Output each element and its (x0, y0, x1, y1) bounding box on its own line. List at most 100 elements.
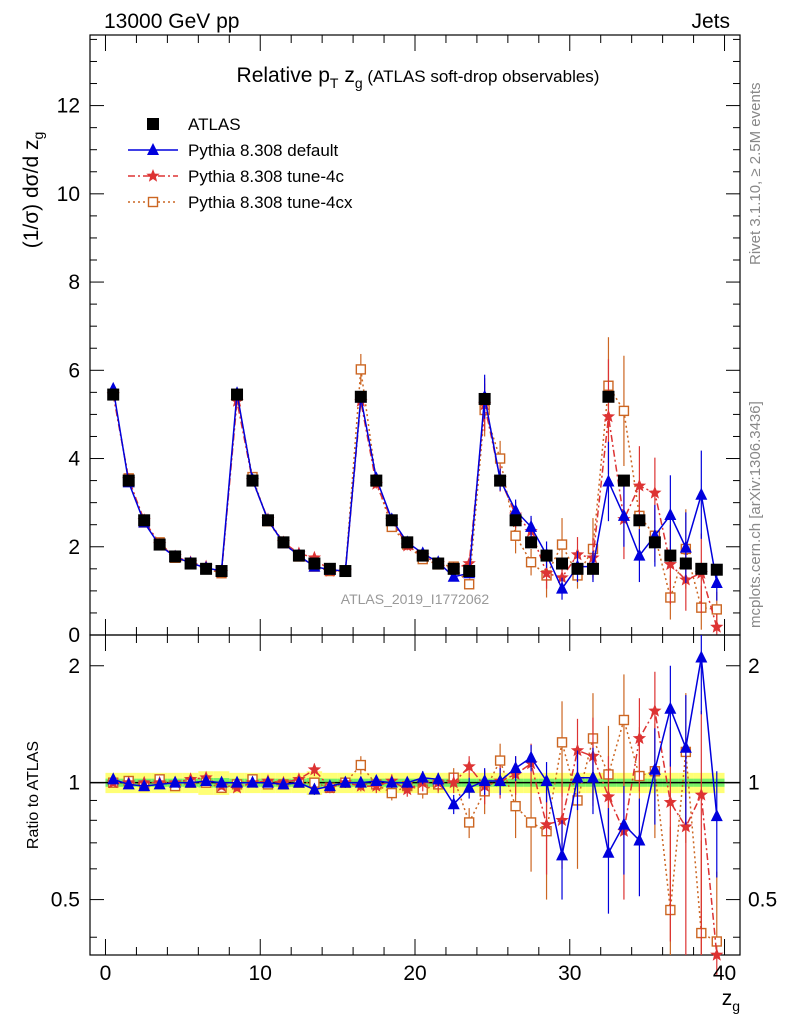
data-point (586, 562, 599, 575)
ratio-point (664, 701, 677, 714)
y-tick-label: 0 (68, 624, 80, 647)
data-point (632, 478, 647, 492)
data-point (107, 388, 120, 401)
ratio-y-tick-label-right: 2 (748, 655, 760, 678)
legend-item-pythia-8-308-default: Pythia 8.308 default (128, 141, 339, 160)
data-point (679, 557, 692, 570)
ratio-point (401, 775, 414, 788)
y-tick-label: 8 (68, 271, 80, 294)
ratio-point (463, 817, 475, 828)
ratio-point (122, 777, 135, 790)
legend-marker (146, 169, 160, 182)
ratio-point (494, 755, 506, 766)
header-left: 13000 GeV pp (104, 10, 239, 33)
data-point (122, 474, 135, 487)
rivet-label: Rivet 3.1.10, ≥ 2.5M events (747, 83, 764, 266)
data-point (679, 540, 692, 553)
data-point (494, 474, 507, 487)
ratio-point (400, 782, 414, 796)
main-y-axis-label: (1/σ) dσ/d zg (20, 132, 46, 249)
ratio-y-tick-label-right: 0.5 (748, 889, 777, 912)
ratio-line (112, 657, 718, 856)
data-point (355, 364, 367, 375)
series-line (112, 388, 718, 591)
data-point (571, 562, 584, 575)
ratio-series-pythia-8-308-tune-4cx (108, 674, 722, 955)
mcplots-label: mcplots.cern.ch [arXiv:1306.3436] (747, 401, 764, 628)
ratio-point (292, 775, 305, 788)
ratio-point (323, 779, 336, 792)
legend-item-atlas: ATLAS (147, 115, 241, 134)
ratio-point (710, 809, 723, 822)
legend-label: Pythia 8.308 default (188, 141, 339, 160)
data-point (215, 565, 228, 578)
data-point (664, 508, 677, 520)
ratio-point (370, 773, 383, 786)
ratio-point (570, 743, 585, 757)
data-point (710, 563, 723, 576)
x-axis-label: zg (722, 987, 740, 1014)
y-tick-label: 6 (68, 359, 80, 382)
data-point (525, 536, 538, 549)
ratio-point (617, 817, 630, 830)
data-point (617, 508, 630, 521)
ratio-point (354, 775, 367, 788)
data-point (462, 556, 476, 570)
ratio-point (679, 740, 692, 753)
data-point (447, 569, 460, 582)
ratio-point (432, 772, 445, 785)
series-atlas (107, 388, 723, 578)
data-point (633, 548, 646, 561)
data-point (556, 557, 569, 570)
data-point (525, 557, 537, 568)
ratio-point (586, 770, 599, 783)
ratio-point (679, 819, 693, 833)
x-tick-label: 10 (249, 962, 272, 985)
ratio-point (648, 762, 661, 775)
data-point (617, 474, 630, 487)
data-point (184, 557, 197, 570)
ratio-point (447, 775, 461, 789)
series-pythia-8-308-default (107, 374, 723, 601)
ratio-point (277, 777, 290, 790)
ratio-point (633, 833, 646, 846)
data-point (633, 514, 646, 527)
x-tick-label: 30 (558, 962, 581, 985)
data-point (618, 405, 630, 417)
data-point (525, 519, 538, 532)
ratio-point (556, 848, 569, 861)
ratio-point (386, 787, 397, 799)
data-point (555, 570, 569, 584)
legend-item-pythia-8-308-tune-4cx: Pythia 8.308 tune-4cx (128, 193, 353, 212)
data-point (695, 562, 708, 575)
ratio-point (107, 772, 120, 785)
ratio-point (261, 775, 274, 788)
data-point (648, 485, 662, 499)
ratio-point (355, 759, 367, 771)
data-point (556, 539, 568, 550)
ratio-y-tick-label: 0.5 (51, 889, 80, 912)
ratio-point (710, 948, 724, 961)
data-point (463, 565, 476, 578)
data-point (602, 474, 615, 487)
data-point (711, 604, 722, 615)
ratio-point (571, 770, 584, 783)
ratio-point (556, 737, 568, 748)
ratio-y-tick-label-right: 1 (748, 772, 760, 795)
y-tick-label: 2 (68, 536, 80, 559)
ratio-point (463, 780, 476, 793)
data-point (401, 536, 414, 549)
ratio-point (169, 775, 182, 788)
ratio-point (494, 773, 507, 786)
ratio-point (385, 775, 398, 788)
data-point (556, 581, 569, 594)
data-point (710, 575, 723, 588)
data-point (539, 566, 554, 579)
ratio-point (510, 800, 521, 812)
data-point (385, 514, 398, 527)
data-point (292, 549, 305, 562)
ratio-point (416, 770, 429, 783)
ratio-point (525, 750, 538, 763)
